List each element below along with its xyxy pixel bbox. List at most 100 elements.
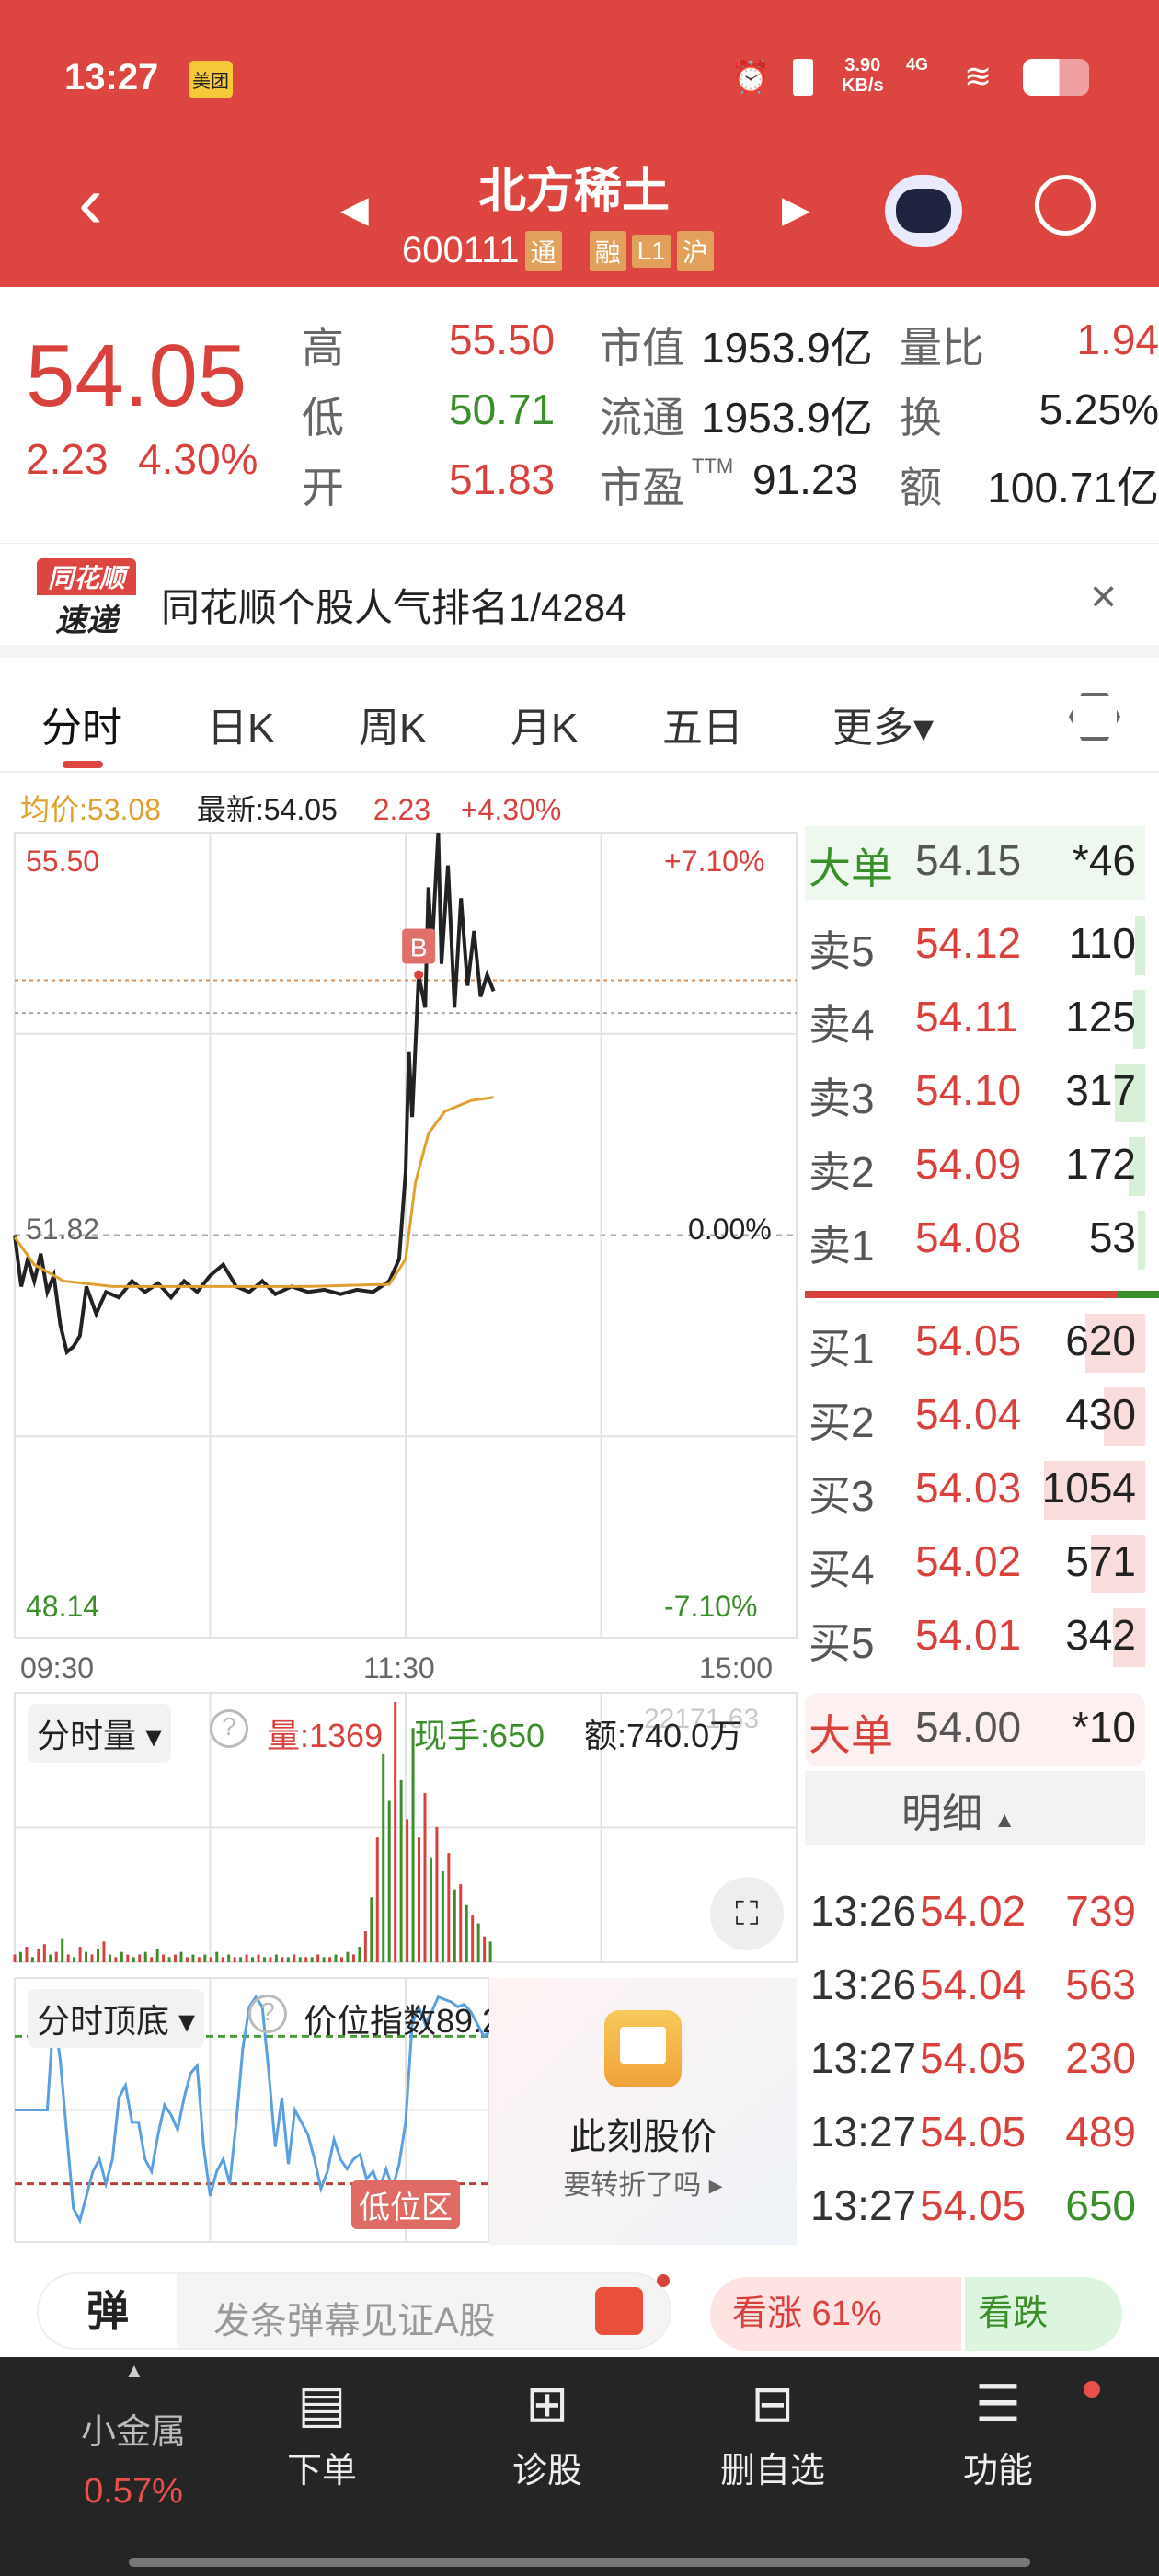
price-change-pct: 4.30% bbox=[138, 435, 258, 483]
signal-icon: 4G bbox=[906, 55, 929, 74]
trade-detail-row: 13:27 54.05 230 bbox=[810, 2034, 1136, 2082]
volume-value: 量:1369 bbox=[267, 1717, 384, 1754]
nav-item-4[interactable]: ☰ 功能 bbox=[906, 2374, 1090, 2492]
fullscreen-icon[interactable]: ⛶ bbox=[710, 1877, 784, 1950]
gift-icon[interactable] bbox=[595, 2287, 643, 2335]
promo-title: 此刻股价 bbox=[569, 2117, 717, 2157]
tag-tong: 通 bbox=[524, 230, 562, 271]
bear-button[interactable]: 看跌 39% bbox=[961, 2277, 1122, 2351]
quote-value: 1953.9亿 bbox=[701, 394, 873, 442]
x-tick-open: 09:30 bbox=[20, 1651, 95, 1685]
info-change: 2.23 bbox=[373, 793, 431, 826]
stock-name: 北方稀土 bbox=[478, 165, 671, 218]
battery-icon bbox=[1023, 59, 1089, 96]
bid-ask-ratio-bar bbox=[805, 1291, 1159, 1298]
average-line bbox=[13, 1096, 494, 1288]
pct-label-high: +7.10% bbox=[664, 845, 765, 878]
danmu-input[interactable]: 弹 发条弹幕见证A股 bbox=[37, 2272, 671, 2350]
expand-arrow-icon[interactable]: ▲ bbox=[124, 2359, 144, 2382]
nav-item-3[interactable]: ⊟ 删自选 bbox=[681, 2374, 865, 2492]
y-label-high: 55.50 bbox=[26, 845, 100, 878]
quote-label: 高 bbox=[302, 324, 344, 372]
prev-stock-icon[interactable]: ◀ bbox=[340, 190, 369, 230]
next-stock-icon[interactable]: ▶ bbox=[782, 190, 810, 230]
status-time: 13:27 bbox=[64, 57, 159, 98]
tab-3[interactable]: 月K bbox=[511, 706, 579, 751]
ask-row[interactable]: 卖2 54.09 172 bbox=[805, 1130, 1145, 1203]
bottom-nav: ▲ bbox=[0, 2357, 1159, 2576]
promo-card[interactable]: 此刻股价 要转折了吗 ▸ bbox=[489, 1978, 797, 2245]
detail-toggle[interactable]: 明细 ▲ bbox=[805, 1771, 1145, 1845]
remove-watchlist-icon: ⊟ bbox=[751, 2375, 795, 2432]
bull-button[interactable]: 看涨 61% bbox=[710, 2277, 962, 2351]
quote-value: 51.83 bbox=[449, 455, 556, 503]
big-buy-order[interactable]: 大单 54.00 *10 bbox=[805, 1693, 1145, 1766]
volume-max-label: 22171.63 bbox=[644, 1704, 760, 1734]
y-label-prev-close: 51.82 bbox=[26, 1213, 100, 1246]
volume-indicator-selector[interactable]: 分时量 ▾ bbox=[28, 1704, 172, 1763]
ask-row[interactable]: 卖4 54.11 125 bbox=[805, 983, 1145, 1056]
bid-row[interactable]: 买1 54.05 620 bbox=[805, 1306, 1145, 1380]
latest-price: 最新:54.05 bbox=[196, 793, 338, 826]
danmu-placeholder: 发条弹幕见证A股 bbox=[213, 2301, 496, 2341]
back-icon[interactable]: ‹ bbox=[78, 161, 103, 243]
indicator-selector[interactable]: 分时顶底 ▾ bbox=[28, 1989, 205, 2048]
pct-label-low: -7.10% bbox=[664, 1590, 758, 1623]
sentiment-bar[interactable]: 看涨 61% 看跌 39% bbox=[710, 2277, 1122, 2351]
ask-row[interactable]: 卖5 54.12 110 bbox=[805, 909, 1145, 983]
price-index-label: 价位指数89.26 bbox=[304, 2002, 520, 2040]
app-header: 13:27 美团 ⏰ 3.90 KB/s 4G ≋ ‹ ◀ 北方稀土 600111… bbox=[0, 0, 1159, 287]
chart-monitor-icon bbox=[604, 2010, 682, 2087]
nav-sector[interactable]: 小金属 0.57% bbox=[80, 2413, 186, 2511]
tab-1[interactable]: 日K bbox=[207, 706, 275, 751]
chart-tabs: 分时 日K 周K 月K 五日 更多▾ bbox=[0, 658, 1159, 773]
tab-4[interactable]: 五日 bbox=[662, 706, 743, 751]
ask-row[interactable]: 卖1 54.08 53 bbox=[805, 1203, 1145, 1277]
intraday-charts[interactable]: B bbox=[0, 0, 805, 2254]
buy-marker bbox=[402, 928, 436, 964]
tonghuashun-logo: 同花顺 速递 bbox=[37, 558, 136, 639]
quote-label: 开 bbox=[302, 464, 344, 512]
quote-label: 流通 bbox=[600, 394, 684, 442]
tab-2[interactable]: 周K bbox=[359, 706, 427, 751]
low-zone-badge: 低位区 bbox=[351, 2180, 460, 2229]
tab-5[interactable]: 更多▾ bbox=[832, 706, 935, 751]
net-speed: 3.90 KB/s bbox=[842, 55, 884, 96]
quote-value: 1.94 bbox=[1076, 316, 1159, 363]
quote-label: 额 bbox=[900, 464, 942, 512]
bid-row[interactable]: 买3 54.03 1054 bbox=[805, 1454, 1145, 1527]
price-change: 2.23 bbox=[26, 435, 109, 483]
nav-item-2[interactable]: ⊞ 诊股 bbox=[455, 2374, 639, 2492]
ttm-superscript: TTM bbox=[692, 454, 734, 477]
quote-label: 市值 bbox=[600, 324, 684, 372]
ask-row[interactable]: 卖3 54.10 317 bbox=[805, 1056, 1145, 1130]
order-icon: ▤ bbox=[297, 2375, 347, 2432]
close-icon[interactable]: × bbox=[1090, 570, 1118, 622]
robot-assistant-icon[interactable] bbox=[885, 175, 962, 247]
current-hand-value: 现手:650 bbox=[414, 1717, 545, 1754]
bid-row[interactable]: 买2 54.04 430 bbox=[805, 1380, 1145, 1454]
notification-dot bbox=[1084, 2381, 1100, 2398]
gesture-bar bbox=[129, 2558, 1030, 2567]
quote-value: 1953.9亿 bbox=[701, 324, 873, 372]
quote-panel: 54.05 2.23 4.30% 高 55.50 市值 1953.9亿 量比 1… bbox=[0, 287, 1159, 543]
help-icon[interactable]: ? bbox=[248, 1995, 287, 2033]
trade-detail-row: 13:27 54.05 650 bbox=[810, 2181, 1136, 2229]
nav-item-1[interactable]: ▤ 下单 bbox=[230, 2374, 414, 2492]
info-change-pct: +4.30% bbox=[460, 793, 562, 826]
chart-info-row: 均价:53.08 最新:54.05 2.23 +4.30% bbox=[20, 787, 793, 829]
quote-value: 55.50 bbox=[449, 316, 556, 363]
search-icon[interactable] bbox=[1035, 175, 1096, 236]
settings-hexagon-icon[interactable] bbox=[1069, 693, 1120, 741]
tab-0[interactable]: 分时 bbox=[41, 706, 122, 751]
bid-row[interactable]: 买4 54.02 571 bbox=[805, 1527, 1145, 1601]
tag-rong: 融 bbox=[589, 230, 626, 271]
quote-value: 91.23 bbox=[752, 455, 859, 503]
last-price: 54.05 bbox=[26, 327, 247, 425]
meituan-badge-icon: 美团 bbox=[189, 61, 233, 98]
popularity-banner[interactable]: 同花顺 速递 同花顺个股人气排名1/4284 × bbox=[0, 543, 1159, 658]
trade-detail-row: 13:26 54.02 739 bbox=[810, 1887, 1136, 1935]
help-icon[interactable]: ? bbox=[210, 1709, 248, 1748]
big-sell-order[interactable]: 大单 54.15 *46 bbox=[805, 826, 1145, 900]
bid-row[interactable]: 买5 54.01 342 bbox=[805, 1601, 1145, 1674]
